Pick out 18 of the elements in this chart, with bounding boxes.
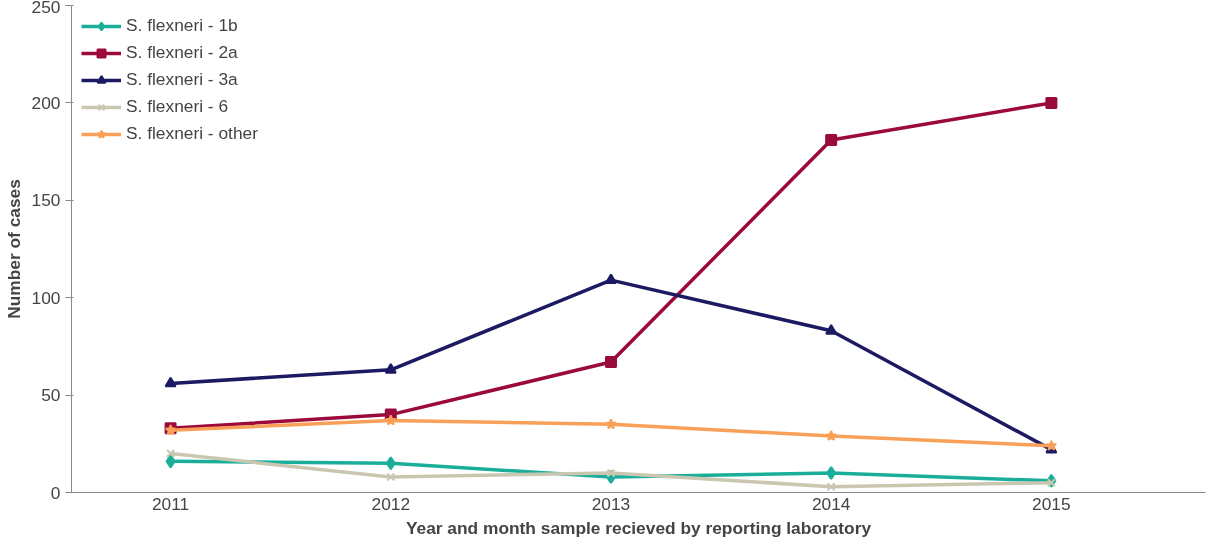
legend-label: S. flexneri - 1b	[126, 15, 238, 36]
x-tick-label: 2015	[1032, 493, 1071, 514]
y-tick-label: 200	[31, 92, 61, 113]
y-tick-label: 0	[50, 482, 61, 503]
y-tick-label: 150	[31, 190, 61, 211]
x-tick-label: 2014	[811, 493, 851, 514]
legend-label: S. flexneri - 6	[126, 96, 229, 117]
x-tick-label: 2012	[371, 493, 411, 514]
x-tick-label: 2013	[591, 493, 631, 514]
y-axis-title: Number of cases	[3, 179, 24, 319]
y-tick-label: 250	[31, 0, 61, 17]
legend-label: S. flexneri - 3a	[126, 69, 238, 90]
x-axis-title: Year and month sample recieved by reporting laboratory	[405, 517, 872, 538]
legend-label: S. flexneri - other	[126, 123, 258, 144]
y-tick-label: 50	[41, 385, 61, 406]
x-tick-label: 2011	[151, 493, 190, 514]
legend-label: S. flexneri - 2a	[126, 42, 238, 63]
y-tick-label: 100	[31, 287, 61, 308]
